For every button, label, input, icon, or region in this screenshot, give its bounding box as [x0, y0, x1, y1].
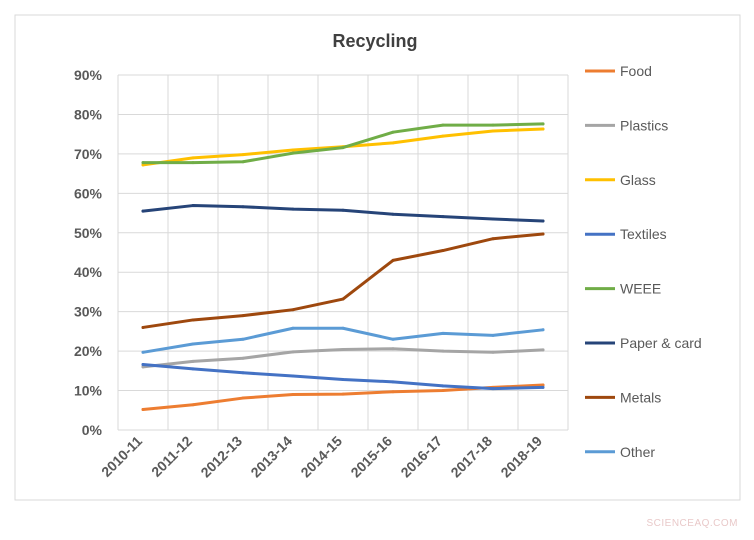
data-point [341, 378, 345, 382]
data-point [391, 337, 395, 341]
data-point [441, 249, 445, 253]
chart-title: Recycling [332, 31, 417, 51]
data-point [541, 122, 545, 126]
data-point [441, 349, 445, 353]
data-point [141, 363, 145, 367]
legend-label: Glass [620, 172, 656, 188]
data-point [541, 127, 545, 131]
data-point [291, 148, 295, 152]
data-point [391, 390, 395, 394]
legend-label: Metals [620, 389, 661, 405]
watermark: SCIENCEAQ.COM [646, 518, 738, 529]
data-point [441, 389, 445, 393]
data-point [341, 208, 345, 212]
data-point [341, 392, 345, 396]
legend-label: Textiles [620, 226, 667, 242]
y-tick-label: 40% [74, 264, 103, 280]
data-point [191, 359, 195, 363]
legend-label: Plastics [620, 117, 668, 133]
data-point [391, 258, 395, 262]
data-point [441, 215, 445, 219]
legend-label: WEEE [620, 281, 661, 297]
chart-frame [14, 14, 741, 501]
legend-label: Food [620, 63, 652, 79]
data-point [241, 371, 245, 375]
data-point [141, 407, 145, 411]
data-point [191, 161, 195, 165]
data-point [441, 331, 445, 335]
data-point [341, 326, 345, 330]
data-point [191, 367, 195, 371]
y-tick-label: 60% [74, 185, 103, 201]
y-tick-label: 50% [74, 225, 103, 241]
data-point [241, 160, 245, 164]
data-point [541, 348, 545, 352]
data-point [141, 325, 145, 329]
data-point [391, 130, 395, 134]
data-point [191, 318, 195, 322]
data-point [191, 156, 195, 160]
y-tick-label: 30% [74, 304, 103, 320]
data-point [541, 385, 545, 389]
data-point [391, 380, 395, 384]
y-tick-label: 80% [74, 106, 103, 122]
data-point [541, 219, 545, 223]
data-point [141, 365, 145, 369]
data-point [441, 384, 445, 388]
data-point [491, 387, 495, 391]
y-tick-label: 70% [74, 146, 103, 162]
data-point [491, 350, 495, 354]
data-point [541, 232, 545, 236]
legend-label: Paper & card [620, 335, 702, 351]
data-point [191, 403, 195, 407]
data-point [441, 123, 445, 127]
data-point [491, 237, 495, 241]
data-point [241, 396, 245, 400]
y-tick-label: 90% [74, 67, 103, 83]
data-point [141, 350, 145, 354]
data-point [241, 153, 245, 157]
data-point [391, 347, 395, 351]
data-point [441, 134, 445, 138]
data-point [391, 212, 395, 216]
data-point [291, 393, 295, 396]
data-point [291, 350, 295, 354]
data-point [491, 333, 495, 337]
data-point [141, 209, 145, 213]
data-point [541, 383, 545, 387]
data-point [141, 161, 145, 165]
data-point [191, 204, 195, 208]
y-tick-label: 20% [74, 343, 103, 359]
data-point [291, 308, 295, 312]
data-point [141, 163, 145, 167]
data-point [541, 328, 545, 332]
data-point [291, 151, 295, 155]
data-point [491, 123, 495, 127]
data-point [491, 217, 495, 221]
data-point [291, 374, 295, 378]
data-point [241, 314, 245, 318]
data-point [241, 356, 245, 360]
legend-label: Other [620, 444, 655, 460]
y-tick-label: 10% [74, 383, 103, 399]
data-point [191, 342, 195, 346]
data-point [341, 146, 345, 150]
data-point [491, 129, 495, 133]
data-point [291, 326, 295, 330]
y-tick-label: 0% [82, 422, 103, 438]
data-point [241, 337, 245, 341]
data-point [391, 141, 395, 145]
data-point [341, 297, 345, 301]
data-point [291, 207, 295, 211]
data-point [341, 348, 345, 352]
data-point [241, 205, 245, 209]
